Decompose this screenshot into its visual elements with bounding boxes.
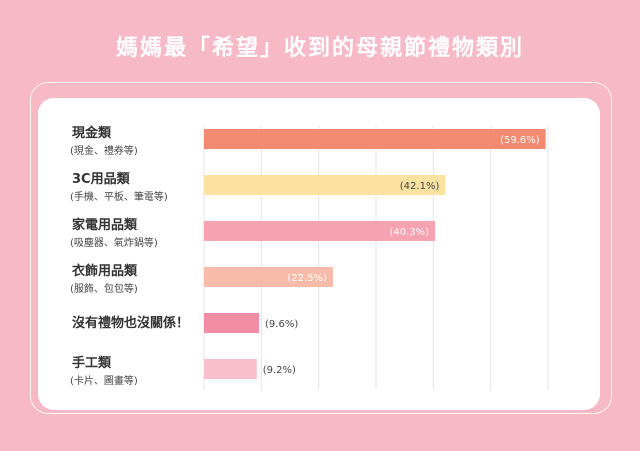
bar: [204, 267, 333, 287]
category-sublabel: (服飾、包包等): [70, 282, 138, 295]
category-label: 衣飾用品類: [72, 263, 138, 279]
category-label: 現金類: [72, 125, 112, 141]
category-sublabel: (吸塵器、氣炸鍋等): [70, 236, 158, 249]
bar-chart: 現金類 (現金、禮券等) (59.6%) 3C用品類 (手機、平板、筆電等) (42.1%…: [70, 125, 549, 390]
category-sublabel: (手機、平板、筆電等): [70, 190, 168, 203]
category-label: 家電用品類: [72, 217, 138, 233]
value-label: (9.2%): [263, 365, 296, 376]
bar: [204, 359, 257, 379]
bar: [204, 175, 446, 195]
value-label: (22.5%): [287, 273, 327, 284]
bar: [204, 221, 436, 241]
bar: [204, 313, 260, 333]
bar: [204, 129, 546, 149]
category-sublabel: (卡片、圖畫等): [70, 374, 138, 387]
category-label: 手工類: [72, 355, 112, 371]
category-label: 3C用品類: [72, 172, 131, 187]
category-label: 沒有禮物也沒關係！: [72, 315, 189, 331]
value-label: (40.3%): [389, 227, 429, 238]
chart-title: 媽媽最「希望」收到的母親節禮物類別: [115, 36, 524, 61]
value-label: (42.1%): [400, 181, 440, 192]
value-label: (9.6%): [265, 319, 298, 330]
category-sublabel: (現金、禮券等): [70, 144, 138, 157]
value-label: (59.6%): [500, 135, 540, 146]
outer-frame: [30, 82, 612, 414]
